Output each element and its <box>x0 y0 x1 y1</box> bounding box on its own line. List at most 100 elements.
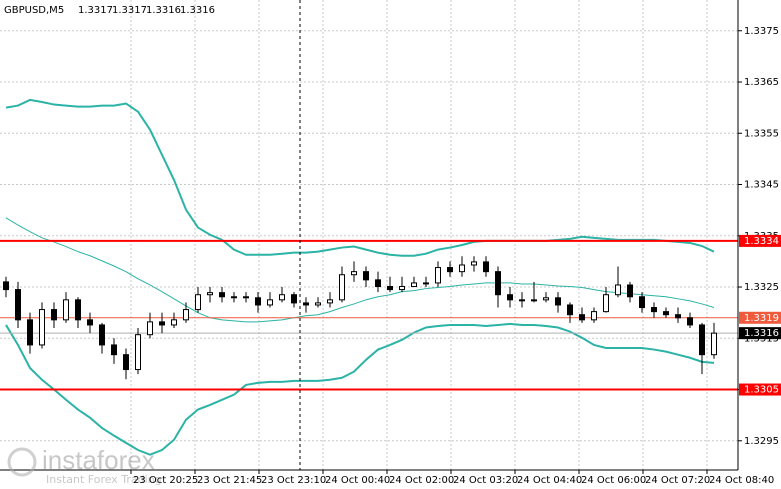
candle-body <box>579 314 585 321</box>
header-price: 1.3317 <box>112 5 147 16</box>
candle-body <box>183 309 189 321</box>
y-tick-label: 1.3365 <box>744 77 779 88</box>
candle-body <box>39 309 45 346</box>
candle-body <box>435 267 441 284</box>
header-price: 1.3316 <box>180 5 215 16</box>
candle-body <box>507 294 513 301</box>
candle-body <box>231 296 237 299</box>
x-tick-label: 24 Oct 07:20 <box>645 475 710 486</box>
candle-body <box>243 296 249 299</box>
band-line <box>5 217 715 323</box>
watermark-tagline: Instant Forex Trading <box>46 473 162 486</box>
candle-body <box>543 297 549 301</box>
candle-body <box>219 292 225 298</box>
candle-body <box>87 319 93 326</box>
candle-body <box>399 286 405 291</box>
candle-body <box>315 302 321 306</box>
candle-body <box>591 311 597 321</box>
candle-body <box>663 311 669 316</box>
candle-body <box>195 294 201 311</box>
level-price-box <box>739 383 781 396</box>
chart-header: GBPUSD,M5 1.3317 1.3317 1.3316 1.3316 <box>4 5 215 16</box>
candle-body <box>423 282 429 285</box>
candle-body <box>303 302 309 306</box>
candle-body <box>27 319 33 346</box>
y-tick-label: 1.3375 <box>744 26 779 37</box>
level-price-label: 1.3334 <box>744 236 779 247</box>
level-price-label: 1.3305 <box>744 385 779 396</box>
candle-body <box>63 299 69 321</box>
band-line <box>5 322 715 456</box>
x-tick-label: 24 Oct 08:40 <box>709 475 774 486</box>
candle-body <box>291 294 297 304</box>
candle-body <box>675 314 681 319</box>
candle-body <box>147 321 153 336</box>
candle-body <box>327 299 333 304</box>
header-price: 1.3317 <box>78 5 113 16</box>
x-tick-label: 24 Oct 06:00 <box>581 475 646 486</box>
x-tick-label: 24 Oct 04:40 <box>517 475 582 486</box>
level-price-label: 1.3319 <box>744 313 779 324</box>
candle-body <box>363 271 369 281</box>
candle-body <box>387 286 393 291</box>
candle-body <box>471 261 477 266</box>
current-price-box <box>739 327 781 340</box>
candle-body <box>651 307 657 313</box>
x-tick-label: 24 Oct 02:00 <box>389 475 454 486</box>
candle-body <box>51 309 57 321</box>
candle-body <box>15 289 21 321</box>
y-tick-label: 1.3345 <box>744 180 779 191</box>
level-price-box <box>739 234 781 247</box>
watermark-logo <box>7 447 37 477</box>
candle-body <box>447 267 453 273</box>
candle-body <box>615 284 621 296</box>
candle-body <box>111 344 117 356</box>
x-tick-label: 23 Oct 23:10 <box>261 475 326 486</box>
y-tick-label: 1.3355 <box>744 128 779 139</box>
candle-body <box>171 319 177 326</box>
candle-body <box>699 324 705 356</box>
candle-body <box>99 324 105 346</box>
symbol: GBPUSD,M5 <box>4 5 64 16</box>
header-price: 1.3316 <box>146 5 181 16</box>
candle-body <box>255 297 261 306</box>
candle-body <box>519 299 525 302</box>
candle-body <box>207 292 213 296</box>
candle-body <box>495 271 501 296</box>
candle-body <box>567 304 573 316</box>
x-tick-label: 24 Oct 00:40 <box>325 475 390 486</box>
y-tick-label: 1.3295 <box>744 436 779 447</box>
candle-body <box>627 284 633 298</box>
watermark-brand: instaforex <box>42 445 155 475</box>
candle-body <box>687 317 693 326</box>
candle-body <box>555 297 561 306</box>
plot-area <box>0 0 738 470</box>
candle-body <box>159 321 165 326</box>
candle-body <box>375 279 381 288</box>
candle-body <box>411 282 417 288</box>
candle-body <box>531 299 537 302</box>
candle-body <box>711 332 717 356</box>
watermark: instaforex Instant Forex Trading <box>7 445 162 486</box>
candle-body <box>603 294 609 313</box>
x-tick-label: 23 Oct 20:25 <box>133 475 198 486</box>
level-price-box <box>739 311 781 324</box>
band-line <box>5 98 715 257</box>
candle-body <box>267 299 273 306</box>
current-price-label: 1.3316 <box>744 328 779 339</box>
x-tick-label: 23 Oct 21:45 <box>197 475 262 486</box>
candle-body <box>351 271 357 276</box>
candle-body <box>75 299 81 321</box>
candle-body <box>3 281 9 291</box>
candle-body <box>123 354 129 371</box>
candle-body <box>459 264 465 273</box>
x-tick-label: 24 Oct 03:20 <box>453 475 518 486</box>
candle-body <box>339 274 345 301</box>
candle-body <box>135 334 141 371</box>
candle-body <box>639 296 645 309</box>
candle-body <box>483 261 489 273</box>
y-tick-label: 1.3325 <box>744 282 779 293</box>
candle-body <box>279 294 285 301</box>
